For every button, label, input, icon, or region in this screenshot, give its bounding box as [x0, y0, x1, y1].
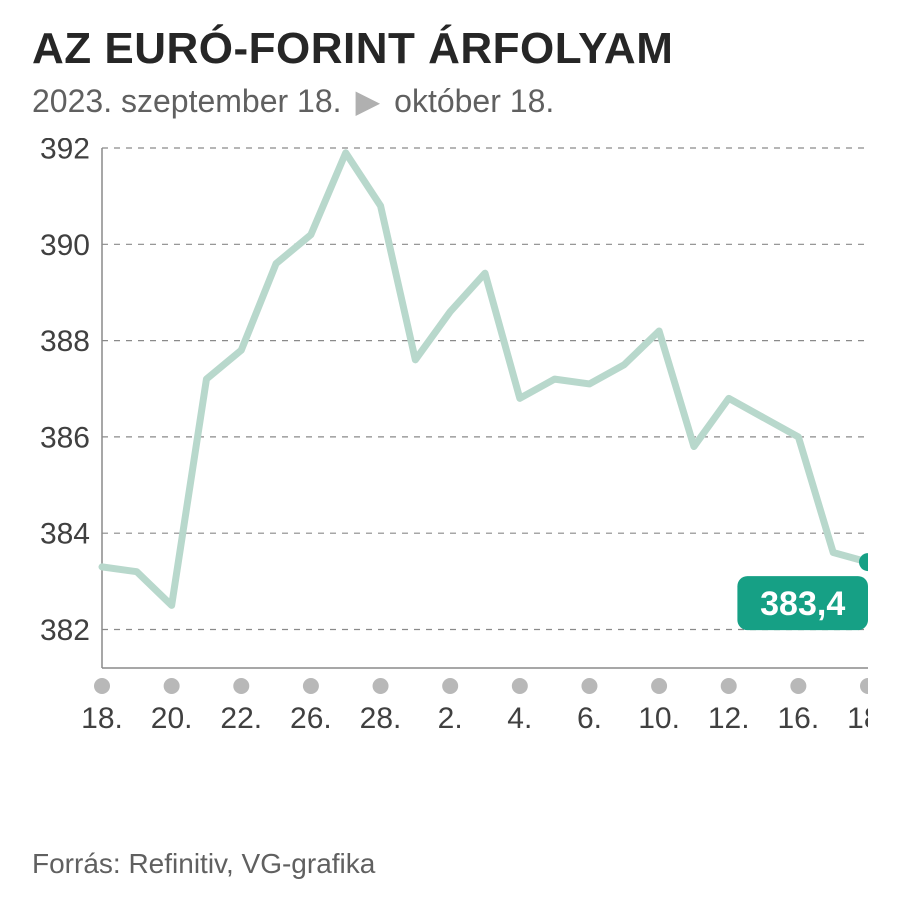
- xtick-label: 16.: [778, 702, 820, 735]
- xtick-label: 10.: [638, 702, 680, 735]
- ytick-label: 392: [40, 138, 90, 166]
- xtick-dot: [442, 678, 458, 694]
- ytick-label: 388: [40, 325, 90, 358]
- date-from: 2023. szeptember 18.: [32, 83, 342, 120]
- xtick-label: 6.: [577, 702, 602, 735]
- ytick-label: 386: [40, 421, 90, 454]
- xtick-label: 22.: [220, 702, 262, 735]
- xtick-label: 26.: [290, 702, 332, 735]
- chart-source: Forrás: Refinitiv, VG-grafika: [32, 848, 868, 880]
- xtick-dot: [94, 678, 110, 694]
- xtick-dot: [721, 678, 737, 694]
- chart-svg: 382 384 386 388 390 392 383,4 18. 20. 22. 26. 28. 2.…: [32, 138, 868, 758]
- xtick-label: 20.: [151, 702, 193, 735]
- xtick-dot: [581, 678, 597, 694]
- chart-title: AZ EURÓ-FORINT ÁRFOLYAM: [32, 24, 868, 74]
- xtick-dot: [164, 678, 180, 694]
- xtick-label: 4.: [507, 702, 532, 735]
- xtick-label: 18.: [847, 702, 868, 735]
- xtick-dot: [512, 678, 528, 694]
- xtick-label: 18.: [81, 702, 123, 735]
- xtick-label: 12.: [708, 702, 750, 735]
- ytick-label: 390: [40, 229, 90, 262]
- xtick-label: 2.: [438, 702, 463, 735]
- xtick-dot: [790, 678, 806, 694]
- date-to: október 18.: [394, 83, 554, 120]
- chart-subtitle: 2023. szeptember 18. ▶ október 18.: [32, 82, 868, 120]
- arrow-right-icon: ▶: [356, 82, 381, 120]
- ytick-label: 382: [40, 614, 90, 647]
- ytick-label: 384: [40, 518, 90, 551]
- end-value-text: 383,4: [760, 585, 845, 623]
- xtick-dot: [651, 678, 667, 694]
- xtick-dot: [373, 678, 389, 694]
- xtick-label: 28.: [360, 702, 402, 735]
- xtick-dot: [303, 678, 319, 694]
- chart-background: [32, 138, 868, 758]
- line-chart: 382 384 386 388 390 392 383,4 18. 20. 22. 26. 28. 2.…: [32, 138, 868, 834]
- xtick-dot: [233, 678, 249, 694]
